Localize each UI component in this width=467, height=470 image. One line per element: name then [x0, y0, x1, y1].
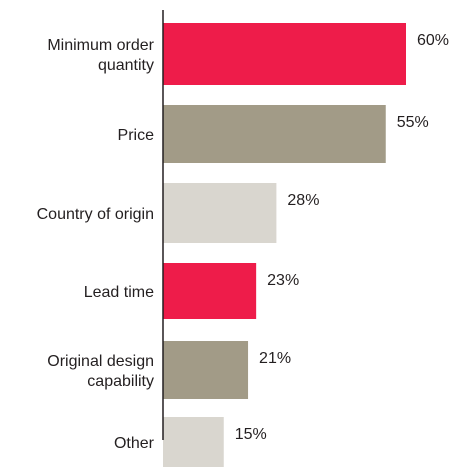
- value-labels-group: 60% 55% 28% 23% 21% 15%: [235, 32, 449, 443]
- value-label-1: 55%: [397, 114, 429, 131]
- category-label-4: Original design capability: [47, 353, 154, 390]
- value-label-3: 23%: [267, 272, 299, 289]
- bar-0: [163, 23, 406, 85]
- bar-2: [163, 183, 277, 243]
- category-label-1: Price: [118, 127, 155, 144]
- category-label-3: Lead time: [84, 284, 154, 301]
- bar-3: [163, 263, 257, 319]
- value-label-2: 28%: [287, 192, 319, 209]
- bar-1: [163, 105, 386, 163]
- category-labels-group: Minimum order quantity Price Country of ori…: [37, 37, 155, 452]
- bars-group: [163, 23, 406, 467]
- bar-4: [163, 341, 249, 399]
- category-label-2: Country of origin: [37, 206, 154, 223]
- value-label-0: 60%: [417, 32, 449, 49]
- bar-5: [163, 417, 224, 467]
- category-label-5: Other: [114, 435, 155, 452]
- category-label-0: Minimum order quantity: [47, 37, 154, 74]
- value-label-4: 21%: [259, 350, 291, 367]
- value-label-5: 15%: [235, 426, 267, 443]
